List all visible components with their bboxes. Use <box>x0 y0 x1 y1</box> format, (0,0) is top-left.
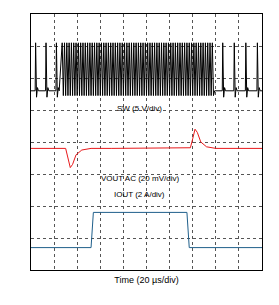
svg-text:VOUT AC (20 mV/div): VOUT AC (20 mV/div) <box>101 174 179 183</box>
svg-text:SW (5 V/div): SW (5 V/div) <box>117 104 162 113</box>
svg-text:IOUT (2 A/div): IOUT (2 A/div) <box>114 190 165 199</box>
svg-text:Time (20 µs/div): Time (20 µs/div) <box>114 275 178 285</box>
